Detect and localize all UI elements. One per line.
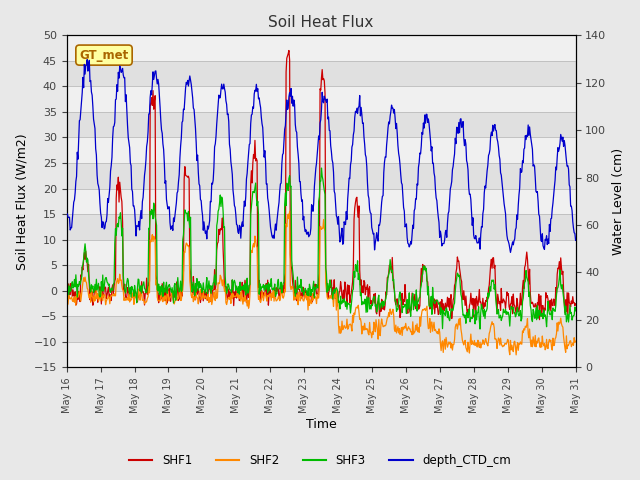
Line: SHF3: SHF3	[67, 168, 575, 329]
Legend: SHF1, SHF2, SHF3, depth_CTD_cm: SHF1, SHF2, SHF3, depth_CTD_cm	[124, 449, 516, 472]
SHF1	[63, 288, 70, 293]
SHF3	[63, 282, 70, 288]
Bar	[67, 189, 575, 214]
depth_CTD_cm	[383, 134, 391, 140]
SHF1	[536, 317, 543, 323]
Bar	[67, 240, 575, 265]
SHF3	[203, 275, 211, 280]
SHF2	[398, 333, 406, 338]
Bar	[67, 291, 575, 316]
depth_CTD_cm	[125, 140, 132, 145]
SHF3	[383, 281, 391, 287]
SHF1	[72, 302, 80, 308]
SHF1	[203, 290, 211, 296]
depth_CTD_cm	[63, 212, 70, 217]
SHF2	[203, 297, 211, 303]
depth_CTD_cm	[507, 250, 515, 255]
Bar	[67, 112, 575, 137]
SHF3	[398, 310, 406, 315]
SHF1	[285, 48, 292, 53]
SHF3	[124, 277, 132, 283]
SHF3	[572, 308, 579, 313]
SHF2	[383, 315, 391, 321]
SHF2	[63, 294, 70, 300]
depth_CTD_cm	[72, 179, 80, 184]
Line: SHF1: SHF1	[67, 50, 575, 320]
Bar	[67, 214, 575, 240]
depth_CTD_cm	[398, 182, 406, 188]
depth_CTD_cm	[204, 223, 211, 229]
Bar	[67, 86, 575, 112]
Bar	[67, 61, 575, 86]
SHF2	[286, 208, 294, 214]
Bar	[67, 137, 575, 163]
SHF1	[398, 290, 406, 296]
Bar	[67, 316, 575, 342]
Line: depth_CTD_cm: depth_CTD_cm	[67, 60, 575, 252]
SHF3	[476, 326, 484, 332]
depth_CTD_cm	[572, 238, 579, 243]
Y-axis label: Soil Heat Flux (W/m2): Soil Heat Flux (W/m2)	[15, 133, 28, 270]
SHF2	[512, 352, 520, 358]
SHF3	[176, 286, 184, 292]
Bar	[67, 36, 575, 61]
SHF3	[72, 272, 80, 278]
SHF1	[124, 288, 132, 294]
depth_CTD_cm	[83, 57, 91, 62]
Y-axis label: Water Level (cm): Water Level (cm)	[612, 148, 625, 255]
depth_CTD_cm	[177, 143, 184, 149]
Text: GT_met: GT_met	[79, 48, 129, 61]
SHF1	[383, 275, 391, 280]
SHF3	[317, 165, 325, 171]
SHF2	[72, 302, 80, 308]
SHF1	[176, 296, 184, 302]
SHF2	[572, 338, 579, 344]
Bar	[67, 265, 575, 291]
Title: Soil Heat Flux: Soil Heat Flux	[268, 15, 374, 30]
SHF1	[572, 301, 579, 307]
Bar	[67, 342, 575, 367]
SHF2	[124, 298, 132, 303]
Line: SHF2: SHF2	[67, 211, 575, 355]
SHF2	[176, 285, 184, 291]
X-axis label: Time: Time	[306, 419, 337, 432]
Bar	[67, 163, 575, 189]
